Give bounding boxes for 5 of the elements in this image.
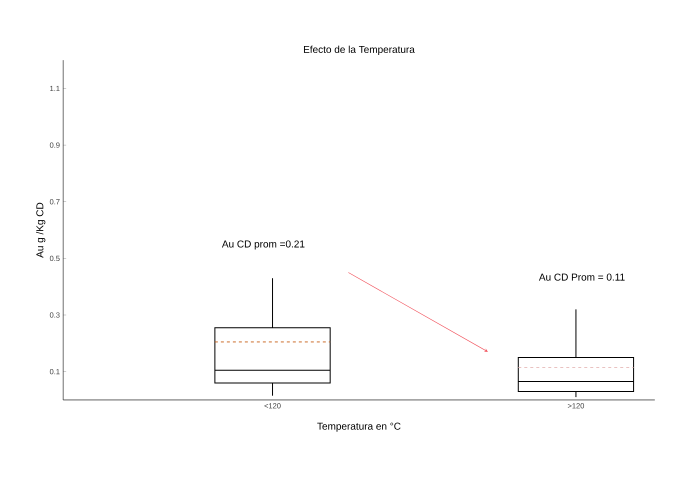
chart-title: Efecto de la Temperatura [304,46,415,55]
x-axis-title: Temperatura en °C [317,422,401,432]
annotation: Au CD Prom = 0.11 [538,274,625,281]
y-axis-title: Au g /Kg CD [36,202,46,258]
annotation: Au CD prom =0.21 [222,240,304,250]
